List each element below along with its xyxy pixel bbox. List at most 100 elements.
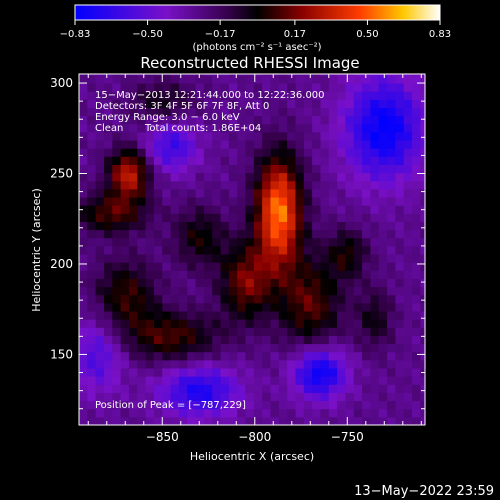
heatmap-cell xyxy=(412,327,421,336)
heatmap-cell xyxy=(337,229,346,239)
heatmap-cell xyxy=(312,376,321,385)
heatmap-cell xyxy=(287,91,296,100)
heatmap-cell xyxy=(87,302,97,312)
heatmap-cell xyxy=(245,221,255,231)
heatmap-cell xyxy=(245,408,255,418)
heatmap-cell xyxy=(228,74,238,76)
heatmap-cell xyxy=(212,83,222,92)
heatmap-cell xyxy=(112,148,122,157)
heatmap-cell xyxy=(103,131,113,141)
heatmap-cell xyxy=(395,392,405,402)
heatmap-cell xyxy=(253,156,263,165)
heatmap-cell xyxy=(412,376,421,385)
heatmap-cell xyxy=(262,148,272,157)
heatmap-cell xyxy=(170,384,180,393)
heatmap-cell xyxy=(178,408,188,418)
heatmap-cell xyxy=(420,392,425,402)
heatmap-cell xyxy=(212,180,222,190)
heatmap-cell xyxy=(120,83,130,92)
heatmap-cell xyxy=(178,343,188,353)
heatmap-cell xyxy=(195,327,205,336)
heatmap-cell xyxy=(278,140,288,149)
heatmap-cell xyxy=(278,99,288,108)
heatmap-cell xyxy=(328,335,338,345)
heatmap-cell xyxy=(270,302,280,312)
heatmap-cell xyxy=(120,221,130,231)
heatmap-cell xyxy=(212,384,222,393)
heatmap-cell xyxy=(320,197,330,206)
heatmap-cell xyxy=(345,400,355,410)
heatmap-cell xyxy=(95,262,105,271)
heatmap-cell xyxy=(137,99,147,108)
heatmap-cell xyxy=(312,213,321,222)
heatmap-cell xyxy=(420,74,425,76)
heatmap-cell xyxy=(328,99,338,108)
heatmap-cell xyxy=(395,91,405,100)
heatmap-cell xyxy=(362,180,371,190)
heatmap-cell xyxy=(403,286,413,296)
heatmap-cell xyxy=(362,74,371,76)
heatmap-cell xyxy=(253,107,263,117)
heatmap-cell xyxy=(370,416,380,425)
heatmap-cell xyxy=(228,123,238,133)
heatmap-cell xyxy=(353,83,363,92)
heatmap-cell xyxy=(253,188,263,198)
heatmap-cell xyxy=(120,262,130,271)
heatmap-cell xyxy=(170,229,180,239)
heatmap-cell xyxy=(362,99,371,108)
heatmap-cell xyxy=(270,327,280,336)
heatmap-cell xyxy=(79,302,88,312)
heatmap-cell xyxy=(112,180,122,190)
heatmap-cell xyxy=(95,188,105,198)
heatmap-cell xyxy=(278,254,288,263)
heatmap-cell xyxy=(370,335,380,345)
heatmap-cell xyxy=(387,197,396,206)
heatmap-cell xyxy=(420,262,425,271)
heatmap-cell xyxy=(262,327,272,336)
heatmap-cell xyxy=(187,99,197,108)
heatmap-cell xyxy=(237,148,247,157)
heatmap-cell xyxy=(387,254,396,263)
heatmap-cell xyxy=(378,262,388,271)
heatmap-cell xyxy=(203,91,213,100)
heatmap-cell xyxy=(187,123,197,133)
heatmap-cell xyxy=(153,83,163,92)
heatmap-cell xyxy=(387,229,396,239)
heatmap-cell xyxy=(403,83,413,92)
heatmap-cell xyxy=(337,416,346,425)
heatmap-cell xyxy=(145,416,155,425)
heatmap-cell xyxy=(228,408,238,418)
heatmap-cell xyxy=(220,384,230,393)
heatmap-cell xyxy=(187,294,197,304)
heatmap-cell xyxy=(362,286,371,296)
heatmap-cell xyxy=(203,368,213,377)
heatmap-cell xyxy=(103,302,113,312)
heatmap-cell xyxy=(253,359,263,369)
heatmap-cell xyxy=(403,107,413,117)
heatmap-cell xyxy=(162,107,172,117)
heatmap-cell xyxy=(328,384,338,393)
heatmap-cell xyxy=(153,237,163,247)
heatmap-cell xyxy=(245,368,255,377)
heatmap-cell xyxy=(187,359,197,369)
heatmap-cell xyxy=(403,221,413,231)
heatmap-cell xyxy=(353,107,363,117)
heatmap-cell xyxy=(153,164,163,174)
heatmap-cell xyxy=(262,197,272,206)
heatmap-cell xyxy=(103,262,113,271)
heatmap-cell xyxy=(170,74,180,84)
heatmap-cell xyxy=(328,213,338,222)
heatmap-cell xyxy=(253,213,263,222)
heatmap-cell xyxy=(320,343,330,353)
heatmap-cell xyxy=(145,221,155,231)
heatmap-cell xyxy=(79,221,88,231)
heatmap-cell xyxy=(362,205,371,214)
heatmap-cell xyxy=(220,368,230,377)
heatmap-cell xyxy=(345,221,355,231)
heatmap-cell xyxy=(153,327,163,336)
heatmap-cell xyxy=(195,213,205,222)
heatmap-cell xyxy=(112,115,122,125)
heatmap-cell xyxy=(420,131,425,141)
heatmap-cell xyxy=(370,294,380,304)
heatmap-cell xyxy=(79,74,88,84)
